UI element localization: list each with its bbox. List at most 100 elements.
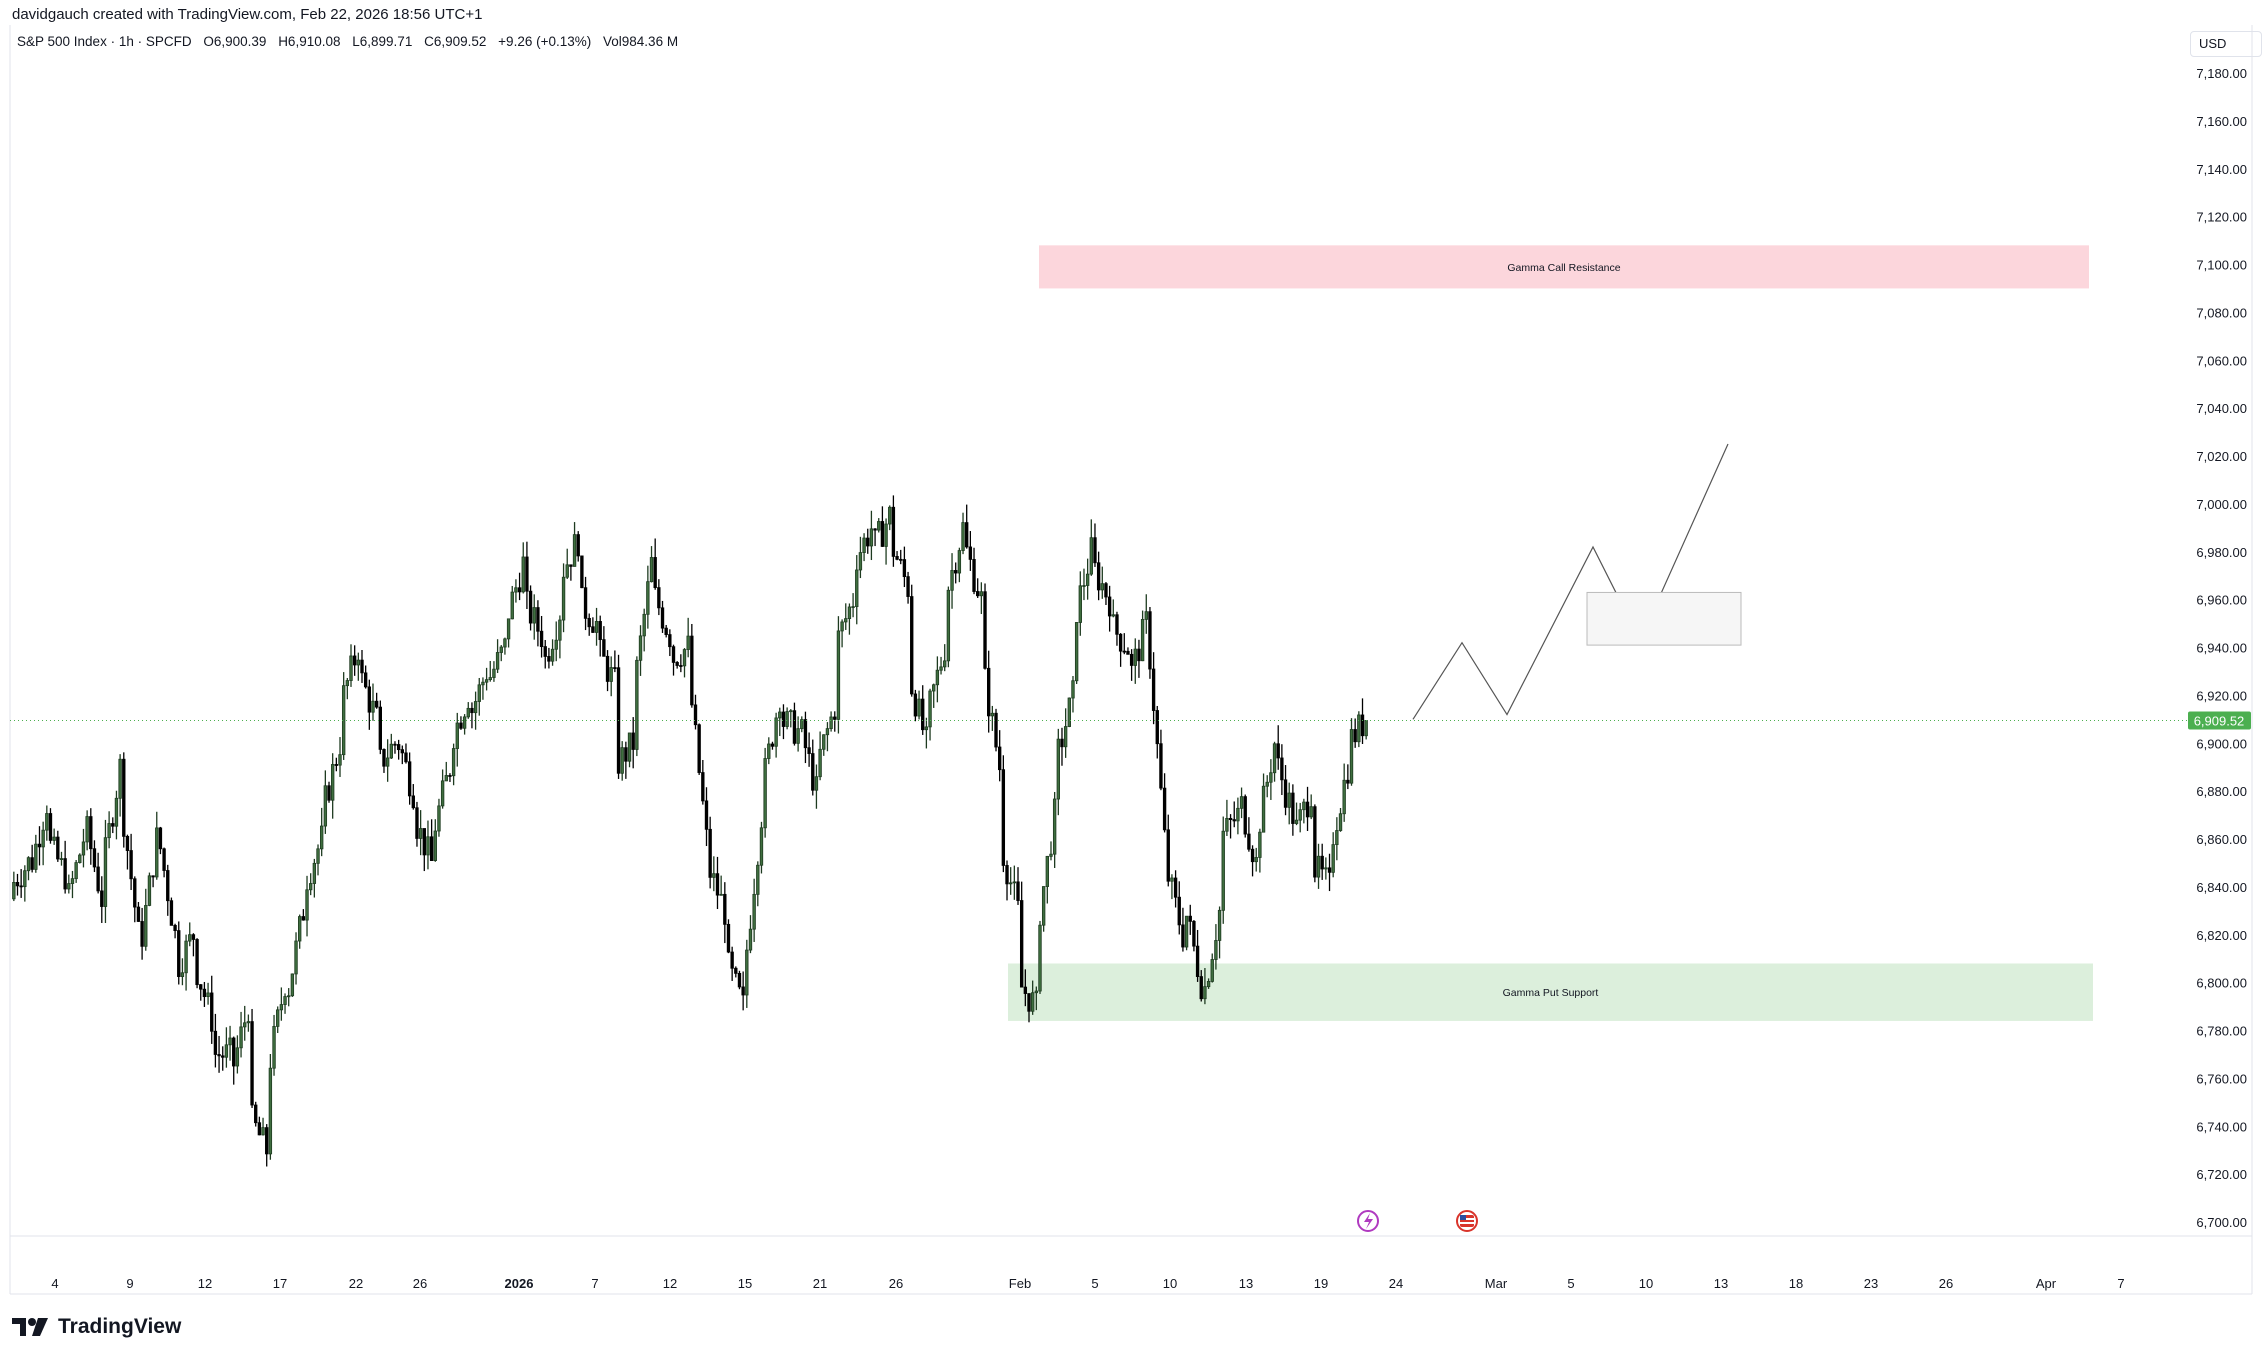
candle <box>243 1005 247 1041</box>
candle <box>1236 797 1240 835</box>
candle <box>81 828 86 868</box>
earnings-event-icon[interactable] <box>1357 1210 1379 1232</box>
candle <box>261 1117 265 1136</box>
brand-name: TradingView <box>58 1315 182 1338</box>
candle-body <box>1291 792 1295 824</box>
candle <box>598 615 602 657</box>
price-tick-label: 7,020.00 <box>2196 449 2247 464</box>
candle-body <box>180 972 185 977</box>
candle-body <box>327 785 331 801</box>
candle-body <box>972 559 976 592</box>
candle <box>158 826 163 855</box>
candle <box>1192 920 1196 952</box>
candle-body <box>756 864 760 895</box>
candle-body <box>726 923 731 953</box>
price-tick-label: 6,880.00 <box>2196 784 2247 799</box>
candle-body <box>576 534 580 557</box>
tradingview-logo[interactable]: TradingView <box>12 1315 181 1339</box>
candle-body <box>210 992 214 1032</box>
candle-body <box>30 857 34 870</box>
candle-body <box>1181 924 1185 948</box>
candle-body <box>213 1030 218 1055</box>
candle-body <box>946 589 951 662</box>
candle-body <box>301 916 306 921</box>
candle <box>1269 759 1273 800</box>
candle-body <box>800 719 804 730</box>
candle-body <box>1364 720 1368 737</box>
candle <box>961 512 965 555</box>
time-tick-label: Mar <box>1485 1276 1508 1291</box>
candle-body <box>653 557 657 588</box>
candle-body <box>334 764 339 766</box>
candle-body <box>737 972 742 988</box>
candle-body <box>158 827 163 850</box>
candle <box>481 677 485 700</box>
candle-body <box>682 649 687 667</box>
candle-body <box>715 873 720 896</box>
time-tick-label: 17 <box>273 1276 287 1291</box>
us-flag-stripe <box>1460 1222 1474 1224</box>
candle-body <box>814 776 819 791</box>
candle <box>624 741 628 779</box>
candle-body <box>199 984 203 990</box>
candle <box>276 1006 280 1034</box>
economic-event-icon[interactable] <box>1456 1210 1478 1232</box>
candle <box>371 683 375 721</box>
candle-body <box>173 924 177 931</box>
candle-body <box>56 836 60 860</box>
candle-body <box>536 607 540 632</box>
volume-value: Vol984.36 M <box>603 34 679 49</box>
candle <box>1313 804 1317 883</box>
candle <box>444 761 448 782</box>
candle <box>133 876 137 923</box>
candle-body <box>217 1054 221 1057</box>
candle-body <box>451 748 456 777</box>
candle <box>283 993 287 1014</box>
candle <box>895 551 899 561</box>
time-tick-label: 26 <box>1939 1276 1953 1291</box>
candle-body <box>510 591 514 620</box>
symbol-name[interactable]: S&P 500 Index · 1h · SPCFD <box>17 34 192 49</box>
candle-body <box>81 841 86 856</box>
candle <box>48 808 53 844</box>
candle <box>309 873 313 896</box>
candle <box>811 739 815 796</box>
candle <box>202 981 207 1007</box>
candle-body <box>140 921 144 947</box>
candle <box>191 933 196 957</box>
candle <box>217 1035 221 1073</box>
candle <box>298 914 302 949</box>
candle <box>690 623 694 708</box>
candle <box>1137 639 1141 678</box>
candle <box>151 875 155 888</box>
candle <box>356 652 361 681</box>
candle-body <box>481 681 485 686</box>
candle <box>1016 867 1020 905</box>
candle-body <box>976 591 980 597</box>
projection-path <box>1412 443 1729 720</box>
candle-body <box>818 748 822 778</box>
candle <box>609 656 613 697</box>
candle <box>1360 698 1365 745</box>
candle-body <box>778 711 782 719</box>
candle <box>631 717 635 769</box>
candle-body <box>118 758 122 799</box>
price-axis[interactable]: 7,180.00 7,160.00 7,140.00 7,120.00 7,100.00… <box>2188 66 2251 1230</box>
time-axis[interactable]: 4 9 12 17 22 26 2026 7 12 15 21 26 Feb 5 10 13 19 24 Mar 5 1… <box>51 1276 2124 1291</box>
candle-body <box>268 1067 273 1155</box>
candle-body <box>822 734 826 750</box>
candle-body <box>1353 729 1357 743</box>
candle <box>188 922 192 947</box>
candle <box>627 732 632 768</box>
currency-button[interactable]: USD <box>2190 31 2262 57</box>
event-markers[interactable] <box>1357 1210 1478 1232</box>
candle-body <box>151 875 155 878</box>
price-tick-label: 6,820.00 <box>2196 928 2247 943</box>
candle-body <box>1324 867 1328 870</box>
candle-body <box>1283 779 1288 808</box>
candle <box>1005 860 1009 901</box>
candle-body <box>591 626 595 633</box>
candle <box>290 973 295 997</box>
time-tick-label: 13 <box>1714 1276 1728 1291</box>
